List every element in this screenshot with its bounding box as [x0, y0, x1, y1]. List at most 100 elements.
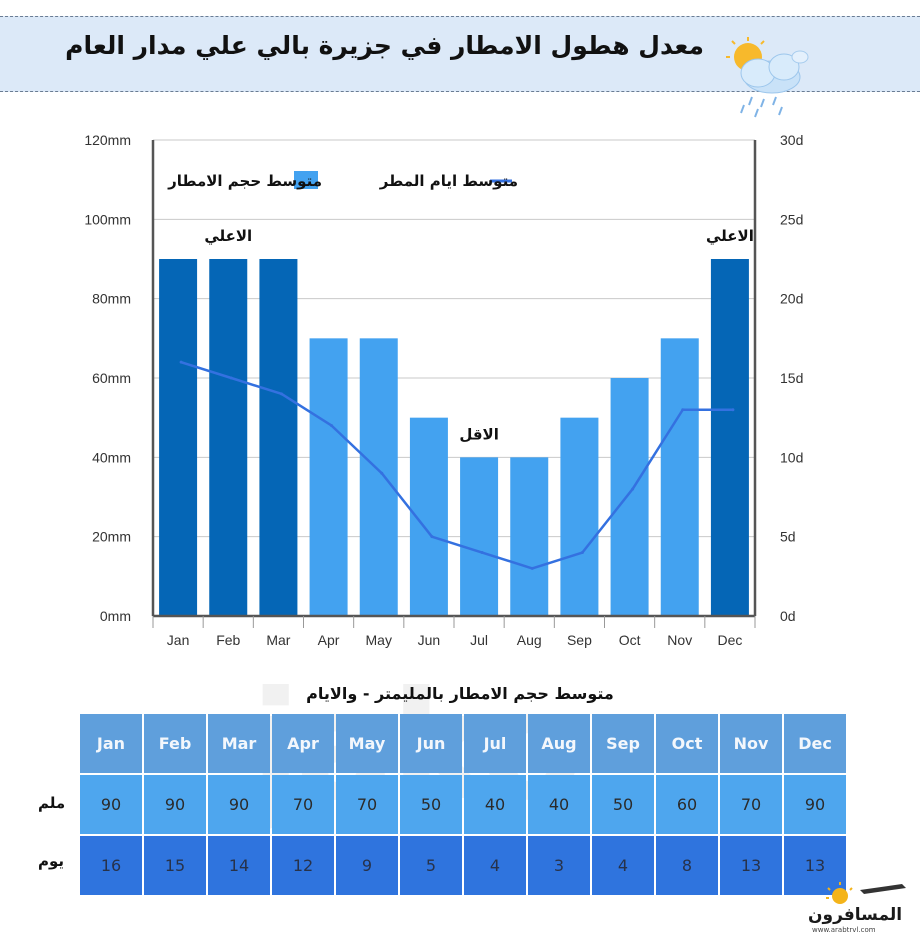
rain-days-cell: 14: [208, 836, 270, 895]
table-caption: متوسط حجم الامطار بالمليمتر - والايام: [306, 684, 614, 703]
month-header-cell: Apr: [272, 714, 334, 773]
rain-days-cell: 13: [784, 836, 846, 895]
rain-days-point-may: [380, 471, 384, 475]
x-tick-label: Jun: [418, 632, 441, 648]
y-right-tick-label: 5d: [780, 529, 796, 545]
x-tick-label: Jan: [167, 632, 190, 648]
month-header-cell: Aug: [528, 714, 590, 773]
rain-days-point-dec: [731, 408, 735, 412]
annotation-label: الاعلي: [706, 227, 754, 245]
month-header-cell: Jul: [464, 714, 526, 773]
rainfall-chart: 0mm 0d 20mm 5d 40mm 10d 60mm 15d 80mm 20d 100mm 25d…: [84, 132, 803, 648]
rainfall-mm-cell: 50: [400, 775, 462, 834]
legend-bar-label: متوسط حجم الامطار: [167, 172, 322, 190]
rain-days-point-jun: [430, 535, 434, 539]
rain-days-cell: 3: [528, 836, 590, 895]
y-right-tick-label: 20d: [780, 291, 803, 307]
month-header-cell: May: [336, 714, 398, 773]
y-left-tick-label: 0mm: [100, 608, 131, 624]
rain-days-point-oct: [631, 487, 635, 491]
legend-line-label: متوسط ايام المطر: [379, 172, 518, 190]
legend: متوسط حجم الامطار متوسط ايام المطر: [167, 171, 518, 190]
rain-days-point-jul: [480, 551, 484, 555]
y-left-tick-label: 120mm: [84, 132, 131, 148]
y-left-tick-label: 20mm: [92, 529, 131, 545]
bar-feb: [209, 259, 248, 616]
month-header-cell: Oct: [656, 714, 718, 773]
month-header-row: Jan Feb Mar Apr May Jun Jul Aug Sep Oct Nov Dec: [80, 714, 846, 773]
month-header-cell: Jan: [80, 714, 142, 773]
rain-days-point-nov: [681, 408, 685, 412]
x-tick-label: Mar: [266, 632, 290, 648]
y-right-tick-label: 15d: [780, 370, 803, 386]
rain-days-cell: 9: [336, 836, 398, 895]
rainfall-mm-cell: 40: [464, 775, 526, 834]
rain-days-point-sep: [580, 551, 584, 555]
legend-bar-swatch: [294, 171, 318, 189]
rainfall-mm-cell: 90: [80, 775, 142, 834]
bar-oct: [610, 378, 649, 616]
bar-jul: [460, 457, 499, 616]
annotation-label: الاعلي: [204, 227, 252, 245]
rainfall-mm-cell: 90: [208, 775, 270, 834]
bar-layer: [159, 259, 749, 616]
rainfall-mm-row: 90 90 90 70 70 50 40 40 50 60 70 90: [80, 775, 846, 834]
rain-days-cell: 13: [720, 836, 782, 895]
site-logo: المسافرون www.arabtrvl.com: [808, 882, 906, 934]
rain-days-cell: 5: [400, 836, 462, 895]
y-left-tick-label: 100mm: [84, 211, 131, 227]
bar-aug: [510, 457, 549, 616]
grid-layer: [153, 139, 755, 617]
rainfall-table: Jan Feb Mar Apr May Jun Jul Aug Sep Oct Nov Dec 90 9…: [78, 714, 848, 895]
x-tick-label: Aug: [517, 632, 542, 648]
svg-text:المسافرون: المسافرون: [808, 905, 902, 925]
rainfall-mm-cell: 50: [592, 775, 654, 834]
days-row-label: يوم: [38, 852, 65, 870]
x-tick-label: Jul: [470, 632, 488, 648]
svg-text:www.arabtrvl.com: www.arabtrvl.com: [812, 926, 876, 934]
month-header-cell: Dec: [784, 714, 846, 773]
rainfall-mm-cell: 70: [720, 775, 782, 834]
page-title: معدل هطول الامطار في جزيرة بالي علي مدار…: [65, 31, 704, 60]
y-left-tick-label: 40mm: [92, 449, 131, 465]
y-right-tick-label: 10d: [780, 449, 803, 465]
rain-days-cell: 16: [80, 836, 142, 895]
y-right-tick-label: 25d: [780, 211, 803, 227]
rain-days-point-feb: [229, 376, 233, 380]
bar-nov: [660, 338, 699, 616]
month-header-cell: Nov: [720, 714, 782, 773]
rain-days-point-apr: [330, 424, 334, 428]
x-tick-label: Dec: [717, 632, 742, 648]
bar-jan: [159, 259, 198, 616]
bar-dec: [710, 259, 749, 616]
x-tick-label: Apr: [318, 632, 340, 648]
x-tick-label: Sep: [567, 632, 592, 648]
rain-days-point-jan: [179, 360, 183, 364]
rainfall-mm-cell: 90: [784, 775, 846, 834]
rainfall-mm-cell: 60: [656, 775, 718, 834]
x-tick-label: Nov: [667, 632, 692, 648]
rain-days-cell: 4: [464, 836, 526, 895]
bar-sep: [560, 417, 599, 616]
rain-days-row: 16 15 14 12 9 5 4 3 4 8 13 13: [80, 836, 846, 895]
rain-days-cell: 12: [272, 836, 334, 895]
month-header-cell: Jun: [400, 714, 462, 773]
axis-layer: 0mm 0d 20mm 5d 40mm 10d 60mm 15d 80mm 20d 100mm 25d…: [84, 132, 803, 648]
month-header-cell: Feb: [144, 714, 206, 773]
rain-days-cell: 8: [656, 836, 718, 895]
rain-days-point-aug: [530, 566, 534, 570]
rainfall-mm-cell: 40: [528, 775, 590, 834]
sun-cloud-rain-icon: [726, 37, 809, 118]
rain-days-line: [180, 360, 733, 570]
rainfall-mm-cell: 70: [336, 775, 398, 834]
x-tick-label: May: [366, 632, 392, 648]
month-header-cell: Mar: [208, 714, 270, 773]
rain-days-cell: 4: [592, 836, 654, 895]
annotation-label: الاقل: [459, 425, 499, 443]
y-right-tick-label: 30d: [780, 132, 803, 148]
x-tick-label: Oct: [619, 632, 641, 648]
rainfall-mm-cell: 90: [144, 775, 206, 834]
month-header-cell: Sep: [592, 714, 654, 773]
rain-days-point-mar: [279, 392, 283, 396]
line-layer: [179, 360, 735, 570]
